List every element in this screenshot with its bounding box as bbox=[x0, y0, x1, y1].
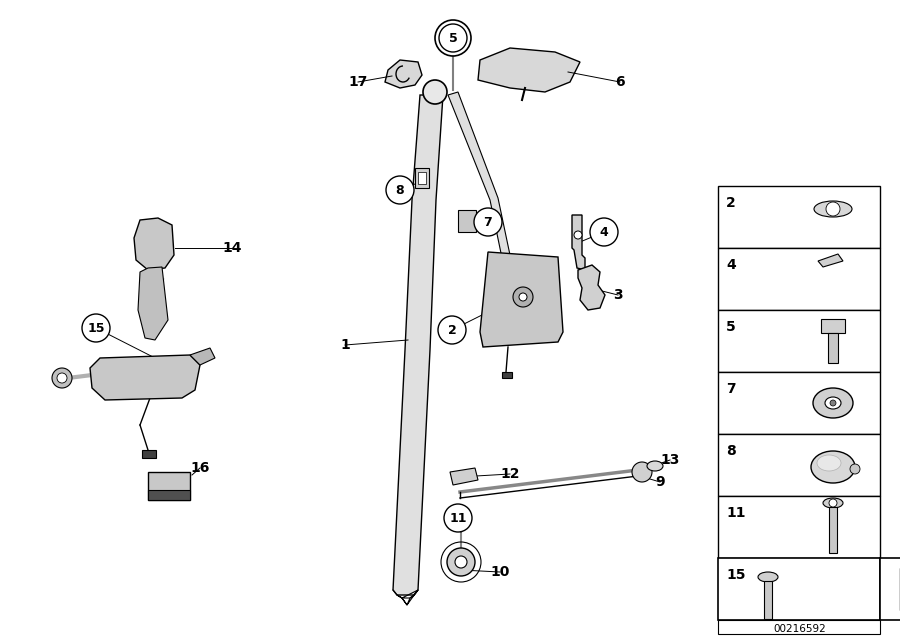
Polygon shape bbox=[450, 468, 478, 485]
Text: 4: 4 bbox=[726, 258, 736, 272]
Ellipse shape bbox=[813, 388, 853, 418]
Bar bbox=[880, 558, 900, 620]
Text: 7: 7 bbox=[726, 382, 735, 396]
Circle shape bbox=[423, 80, 447, 104]
Bar bbox=[718, 496, 880, 558]
Bar bbox=[142, 450, 156, 458]
Text: 8: 8 bbox=[396, 184, 404, 197]
Circle shape bbox=[447, 548, 475, 576]
Text: 14: 14 bbox=[222, 241, 242, 255]
Text: 15: 15 bbox=[726, 568, 745, 582]
Ellipse shape bbox=[758, 572, 778, 582]
Text: 8: 8 bbox=[726, 444, 736, 458]
Circle shape bbox=[474, 208, 502, 236]
Bar bbox=[718, 372, 880, 434]
Polygon shape bbox=[572, 215, 585, 270]
Bar bbox=[718, 558, 880, 620]
Polygon shape bbox=[478, 48, 580, 92]
Circle shape bbox=[590, 218, 618, 246]
Circle shape bbox=[444, 504, 472, 532]
Text: 10: 10 bbox=[491, 565, 509, 579]
Text: 17: 17 bbox=[348, 75, 368, 89]
Polygon shape bbox=[818, 254, 843, 267]
Polygon shape bbox=[134, 218, 174, 270]
Bar bbox=[718, 248, 880, 310]
Polygon shape bbox=[393, 95, 443, 595]
Bar bbox=[502, 372, 512, 378]
Circle shape bbox=[52, 368, 72, 388]
Ellipse shape bbox=[647, 461, 663, 471]
Bar bbox=[718, 186, 880, 248]
Bar bbox=[764, 581, 772, 619]
Text: 16: 16 bbox=[190, 461, 210, 475]
Polygon shape bbox=[480, 252, 563, 347]
Polygon shape bbox=[578, 265, 605, 310]
Bar bbox=[418, 172, 426, 184]
Text: 5: 5 bbox=[448, 32, 457, 45]
Ellipse shape bbox=[825, 397, 841, 409]
Circle shape bbox=[57, 373, 67, 383]
Ellipse shape bbox=[811, 451, 855, 483]
Circle shape bbox=[386, 176, 414, 204]
Text: 1: 1 bbox=[340, 338, 350, 352]
Bar bbox=[718, 434, 880, 496]
Bar bbox=[148, 472, 190, 500]
Polygon shape bbox=[448, 92, 510, 258]
Polygon shape bbox=[190, 348, 215, 365]
Circle shape bbox=[438, 316, 466, 344]
Bar bbox=[718, 310, 880, 372]
Circle shape bbox=[439, 24, 467, 52]
Text: 2: 2 bbox=[726, 196, 736, 210]
Bar bbox=[828, 333, 838, 363]
Bar bbox=[415, 168, 429, 188]
Text: 13: 13 bbox=[661, 453, 680, 467]
Polygon shape bbox=[90, 355, 200, 400]
Polygon shape bbox=[138, 267, 168, 340]
Bar bbox=[821, 319, 845, 333]
Ellipse shape bbox=[823, 498, 843, 508]
Circle shape bbox=[829, 499, 837, 507]
Text: 2: 2 bbox=[447, 324, 456, 336]
Circle shape bbox=[830, 400, 836, 406]
Circle shape bbox=[574, 231, 582, 239]
Text: 15: 15 bbox=[87, 322, 104, 335]
Circle shape bbox=[519, 293, 527, 301]
Circle shape bbox=[850, 464, 860, 474]
Text: 7: 7 bbox=[483, 216, 492, 228]
Bar bbox=[458, 210, 476, 232]
Polygon shape bbox=[385, 60, 422, 88]
Text: 12: 12 bbox=[500, 467, 520, 481]
Bar bbox=[718, 620, 880, 634]
Text: 4: 4 bbox=[599, 226, 608, 238]
Bar bbox=[829, 507, 837, 553]
Circle shape bbox=[632, 462, 652, 482]
Circle shape bbox=[435, 20, 471, 56]
Text: 00216592: 00216592 bbox=[774, 624, 826, 634]
Ellipse shape bbox=[814, 201, 852, 217]
Ellipse shape bbox=[817, 455, 841, 471]
Text: 11: 11 bbox=[449, 511, 467, 525]
Text: 5: 5 bbox=[726, 320, 736, 334]
Circle shape bbox=[455, 556, 467, 568]
Circle shape bbox=[513, 287, 533, 307]
Text: 9: 9 bbox=[655, 475, 665, 489]
Text: 11: 11 bbox=[726, 506, 745, 520]
Circle shape bbox=[82, 314, 110, 342]
Circle shape bbox=[826, 202, 840, 216]
Polygon shape bbox=[397, 590, 418, 605]
Text: 6: 6 bbox=[616, 75, 625, 89]
Text: 3: 3 bbox=[613, 288, 623, 302]
Bar bbox=[148, 490, 190, 500]
